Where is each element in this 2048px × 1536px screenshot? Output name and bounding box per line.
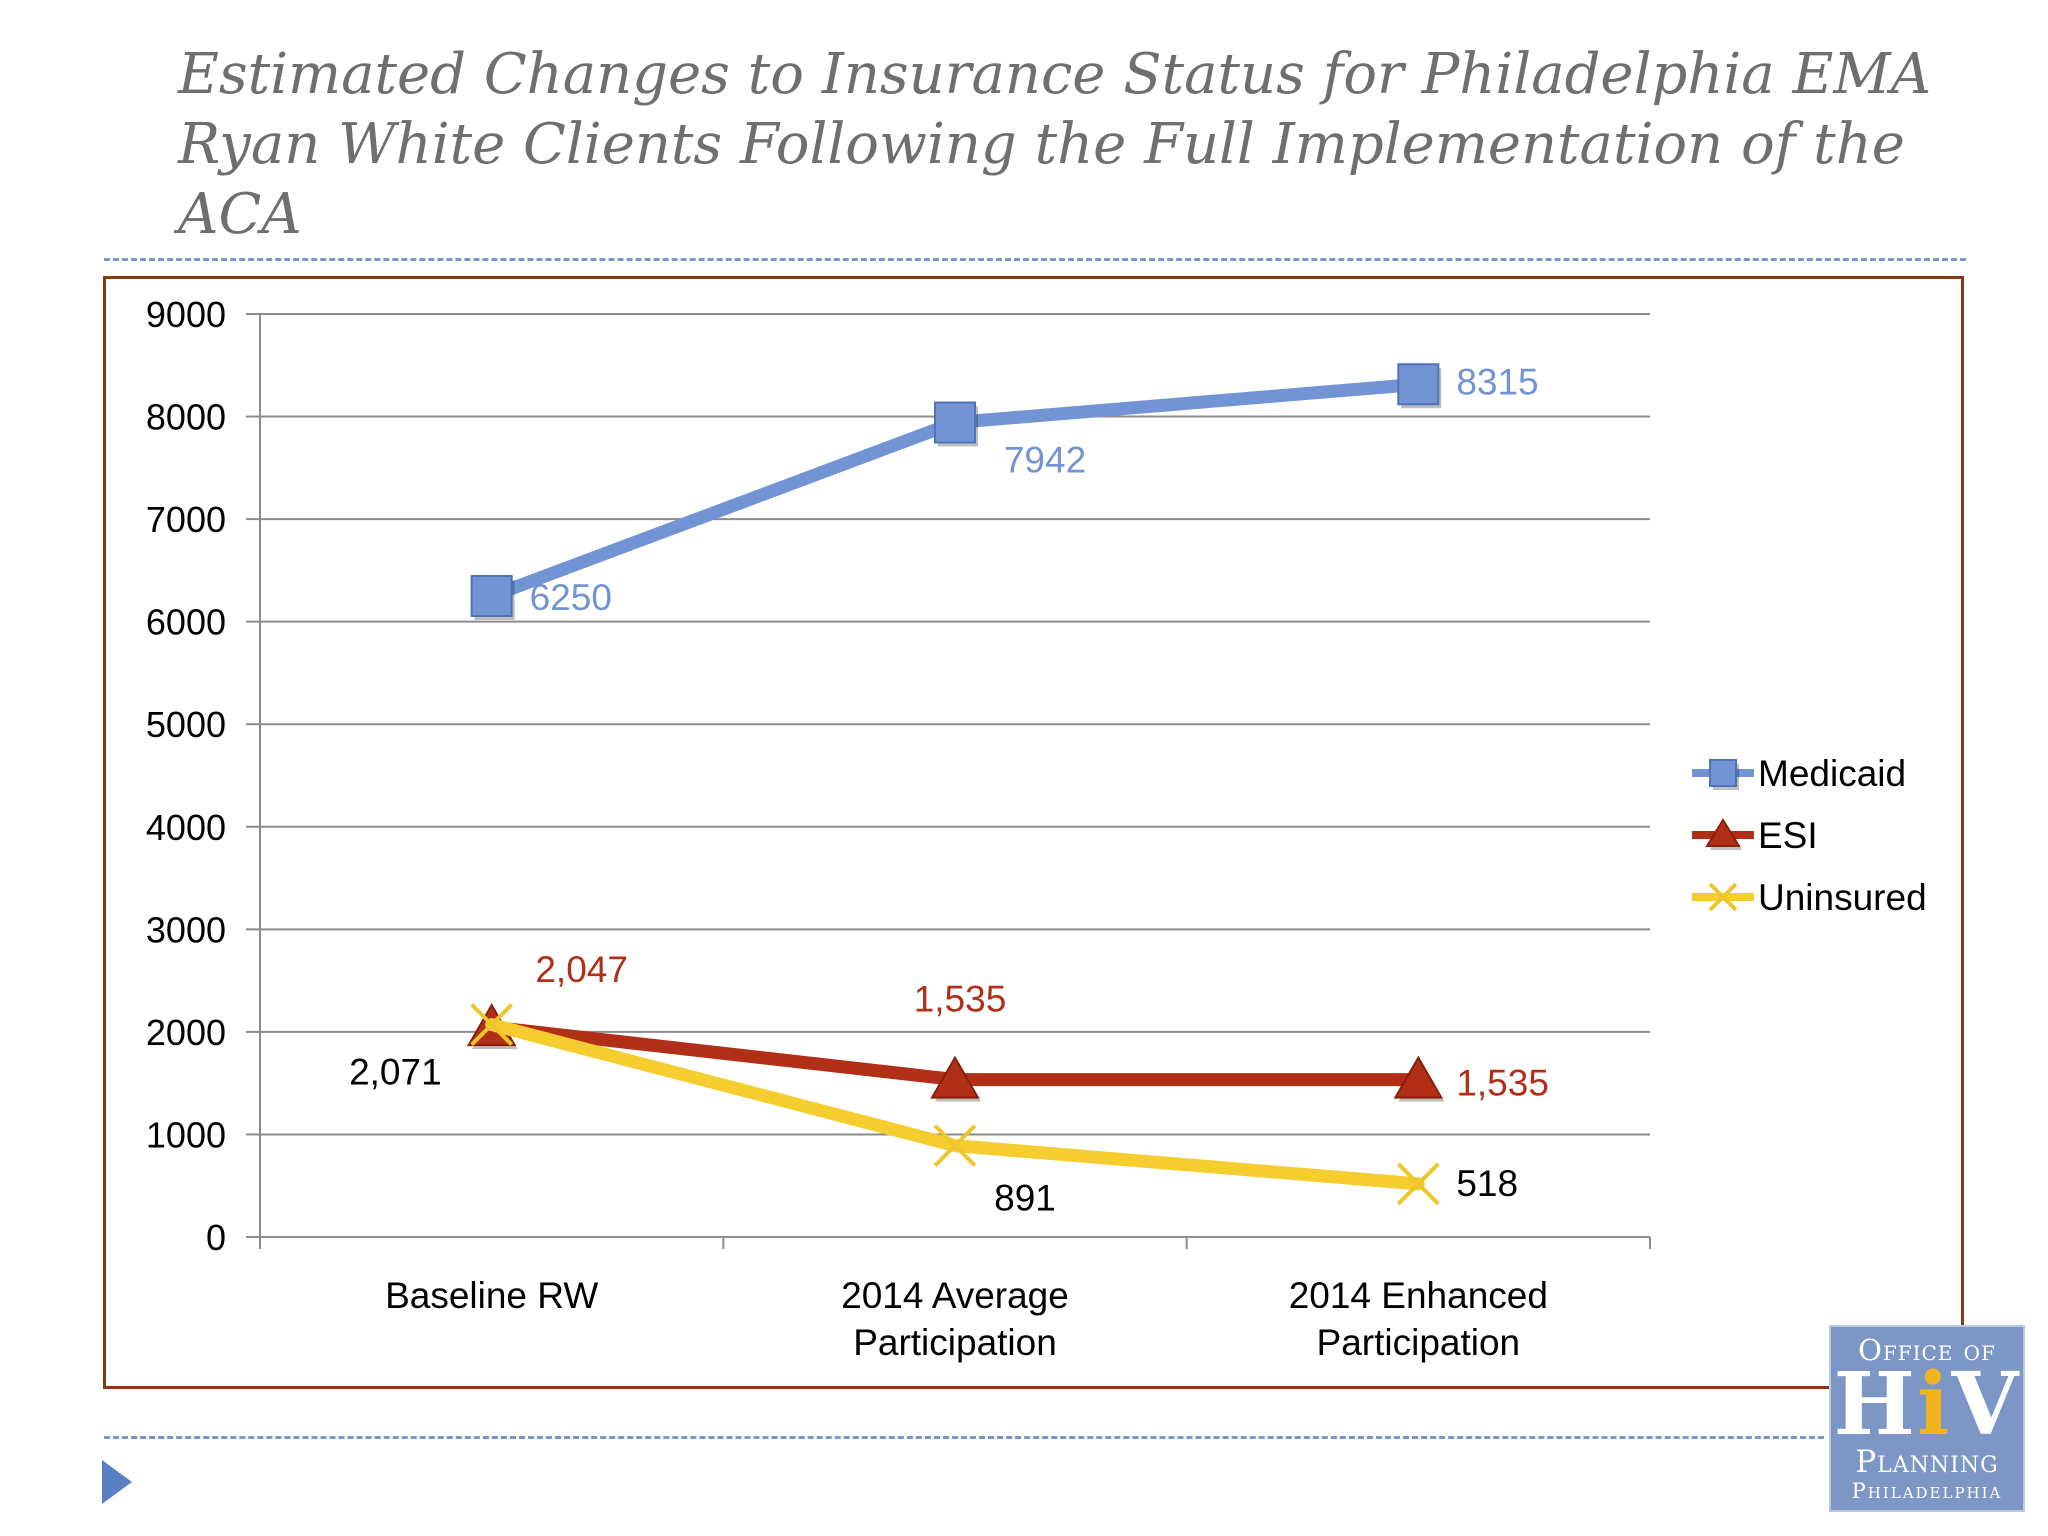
data-label-medicaid-1: 7942: [1004, 440, 1086, 481]
marker-uninsured-1-stroke-1: [933, 1124, 977, 1168]
y-tick-label-6000: 6000: [146, 602, 226, 643]
chart-frame: [103, 276, 1964, 1389]
data-label-uninsured-1: 891: [994, 1178, 1056, 1219]
y-tick-label-8000: 8000: [146, 397, 226, 438]
slide-title-line-3: ACA: [178, 182, 302, 247]
y-tick-label-2000: 2000: [146, 1012, 226, 1053]
logo-letter-i: i: [1916, 1354, 1952, 1455]
legend-marker-medicaid: [1709, 759, 1737, 787]
legend-label-medicaid: Medicaid: [1758, 753, 1906, 794]
logo-letter-h: H: [1833, 1354, 1917, 1455]
marker-medicaid-0: [470, 575, 513, 618]
data-label-esi-2: 1,535: [1456, 1063, 1549, 1104]
x-category-label-2-1: Participation: [1317, 1322, 1521, 1363]
x-category-label-1-0: 2014 Average: [841, 1275, 1069, 1316]
y-tick-label-3000: 3000: [146, 909, 226, 950]
y-tick-label-0: 0: [206, 1217, 226, 1258]
logo-line-1: Office of: [1858, 1333, 1996, 1367]
legend-marker-uninsured-stroke-1: [1708, 882, 1738, 912]
slide-title-line-1: Estimated Changes to Insurance Status fo…: [178, 42, 1932, 107]
data-label-uninsured-0: 2,071: [349, 1052, 442, 1093]
y-tick-label-1000: 1000: [146, 1114, 226, 1155]
next-arrow-icon[interactable]: [102, 1460, 132, 1504]
bottom-divider: [104, 1436, 1824, 1439]
logo-line-2: HiV: [1831, 1362, 2023, 1448]
logo-line-4: Philadelphia: [1851, 1479, 2003, 1503]
logo-letter-v: V: [1951, 1354, 2021, 1455]
data-label-medicaid-2: 8315: [1456, 361, 1538, 402]
marker-uninsured-1: [933, 1124, 977, 1168]
marker-medicaid-2: [1397, 363, 1440, 406]
office-of-hiv-planning-logo: Office of HiV Planning Philadelphia: [1829, 1325, 2025, 1512]
data-label-esi-0: 2,047: [535, 949, 628, 990]
y-tick-label-7000: 7000: [146, 499, 226, 540]
data-label-esi-1: 1,535: [914, 979, 1007, 1020]
x-category-label-0-0: Baseline RW: [385, 1275, 598, 1316]
legend-label-esi: ESI: [1758, 815, 1818, 856]
slide-title-line-2: Ryan White Clients Following the Full Im…: [178, 112, 1905, 177]
y-tick-label-9000: 9000: [146, 294, 226, 335]
marker-medicaid-1: [934, 401, 976, 444]
legend-label-uninsured: Uninsured: [1758, 877, 1927, 918]
x-category-label-1-1: Participation: [853, 1322, 1057, 1363]
x-category-label-2-0: 2014 Enhanced: [1289, 1275, 1548, 1316]
legend-marker-esi: [1705, 818, 1741, 847]
marker-uninsured-2-stroke-1: [1396, 1162, 1440, 1206]
slide-title: Estimated Changes to Insurance Status fo…: [178, 40, 1978, 250]
marker-uninsured-0: [470, 1003, 514, 1047]
marker-uninsured-2: [1396, 1162, 1440, 1206]
marker-esi-1: [930, 1055, 980, 1099]
data-label-uninsured-2: 518: [1456, 1163, 1518, 1204]
data-label-medicaid-0: 6250: [530, 577, 612, 618]
legend-marker-uninsured: [1708, 882, 1738, 912]
logo-line-3: Planning: [1855, 1444, 1999, 1480]
marker-uninsured-0-stroke-1: [470, 1003, 514, 1047]
marker-esi-2: [1393, 1055, 1444, 1099]
top-divider: [104, 258, 1966, 261]
y-tick-label-5000: 5000: [146, 704, 226, 745]
y-tick-label-4000: 4000: [146, 807, 226, 848]
